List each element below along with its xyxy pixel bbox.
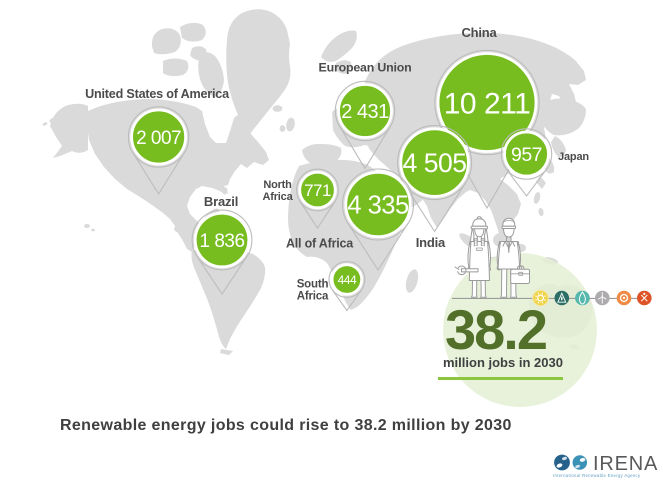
svg-text:957: 957 [511, 144, 542, 166]
svg-text:2 007: 2 007 [136, 128, 181, 149]
svg-text:771: 771 [304, 181, 331, 200]
svg-text:1 836: 1 836 [199, 231, 244, 252]
svg-text:444: 444 [338, 273, 357, 287]
svg-text:10 211: 10 211 [444, 87, 531, 120]
svg-text:4 505: 4 505 [403, 148, 467, 178]
svg-text:2 431: 2 431 [341, 101, 389, 123]
svg-text:4 335: 4 335 [347, 192, 409, 220]
